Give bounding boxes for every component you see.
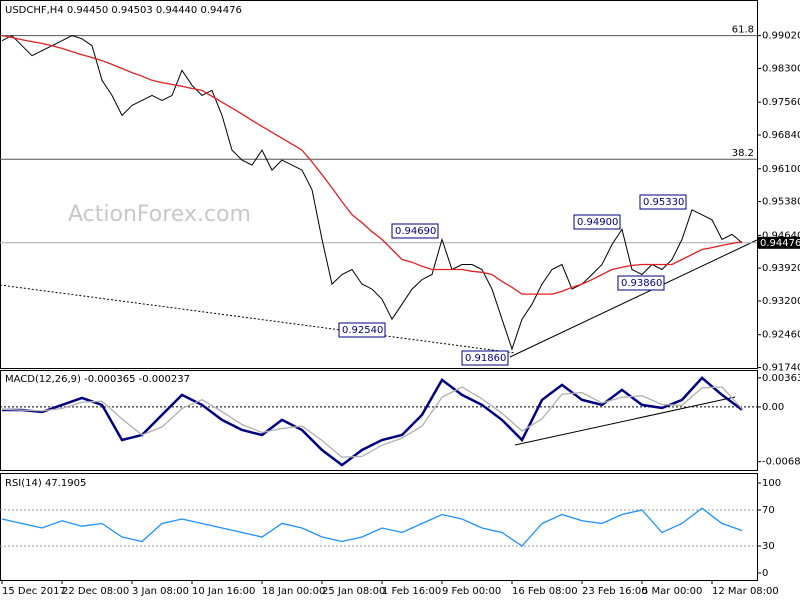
- y-tick-label: 0.91740: [762, 363, 800, 374]
- last-price-label: 0.94476: [760, 238, 800, 249]
- x-tick-label: 22 Dec 08:00: [62, 586, 129, 597]
- panel-border: [0, 0, 758, 369]
- y-tick-label: 0.98300: [762, 63, 800, 74]
- fib-label: 38.2: [732, 148, 754, 159]
- chart-title: USDCHF,H4 0.94450 0.94503 0.94440 0.9447…: [5, 5, 242, 16]
- y-tick-label: 0.93200: [762, 296, 800, 307]
- x-tick-label: 18 Jan 00:00: [262, 586, 325, 597]
- y-tick-label: 0.94640: [762, 230, 800, 241]
- last-price-box: [757, 236, 800, 249]
- annotation-box: [617, 275, 665, 291]
- trend-line: [514, 396, 736, 446]
- annotation-box: [338, 322, 386, 338]
- annotation: 0.94900: [577, 217, 618, 228]
- x-tick-label: 25 Jan 08:00: [322, 586, 385, 597]
- annotation-box: [461, 350, 509, 366]
- series-line: [1, 34, 743, 351]
- y-tick-label: 0.97560: [762, 97, 800, 108]
- annotation: 0.95330: [643, 197, 684, 208]
- annotation-box: [639, 194, 687, 210]
- series-line: [2, 376, 743, 467]
- fib-label: 61.8: [732, 25, 754, 36]
- x-tick-label: 9 Feb 00:00: [442, 586, 501, 597]
- x-tick-label: 23 Feb 16:00: [582, 586, 648, 597]
- x-tick-label: 10 Jan 16:00: [192, 586, 255, 597]
- watermark: ActionForex.com: [68, 202, 251, 227]
- x-tick-label: 16 Feb 08:00: [512, 586, 578, 597]
- y-tick-label: 0.99020: [762, 31, 800, 42]
- panel-title: RSI(14) 47.1905: [5, 478, 86, 489]
- panel-border: [0, 370, 758, 471]
- y-tick-label: 0.95380: [762, 197, 800, 208]
- annotation: 0.91860: [465, 353, 506, 364]
- panel-border: [0, 473, 758, 581]
- y-tick-label: 0.003638: [762, 373, 800, 384]
- annotation-box: [391, 223, 439, 239]
- y-tick-label: 0.96840: [762, 130, 800, 141]
- x-tick-label: 1 Feb 16:00: [382, 586, 441, 597]
- series-line: [1, 34, 743, 295]
- x-tick-label: 3 Jan 08:00: [132, 586, 189, 597]
- series-line: [1, 386, 743, 458]
- y-tick-label: 0: [762, 568, 768, 579]
- annotation: 0.92540: [342, 325, 383, 336]
- trend-line: [509, 239, 758, 358]
- y-tick-label: 0.93920: [762, 263, 800, 274]
- y-tick-label: 0.92460: [762, 330, 800, 341]
- annotation-box: [573, 214, 621, 230]
- x-tick-label: 5 Mar 00:00: [642, 586, 702, 597]
- y-tick-label: -0.006858: [762, 457, 800, 468]
- x-tick-label: 12 Mar 08:00: [712, 586, 779, 597]
- y-tick-label: 30: [762, 541, 775, 552]
- x-tick-label: 15 Dec 2017: [2, 586, 66, 597]
- panel-title: MACD(12,26,9) -0.000365 -0.000237: [5, 374, 190, 385]
- y-tick-label: 0.96100: [762, 164, 800, 175]
- y-tick-label: 0.00: [762, 402, 784, 413]
- annotation: 0.94690: [395, 226, 436, 237]
- series-line: [1, 507, 743, 547]
- annotation: 0.93860: [621, 278, 662, 289]
- y-tick-label: 100: [762, 478, 781, 489]
- trend-line: [0, 284, 516, 354]
- y-tick-label: 70: [762, 505, 775, 516]
